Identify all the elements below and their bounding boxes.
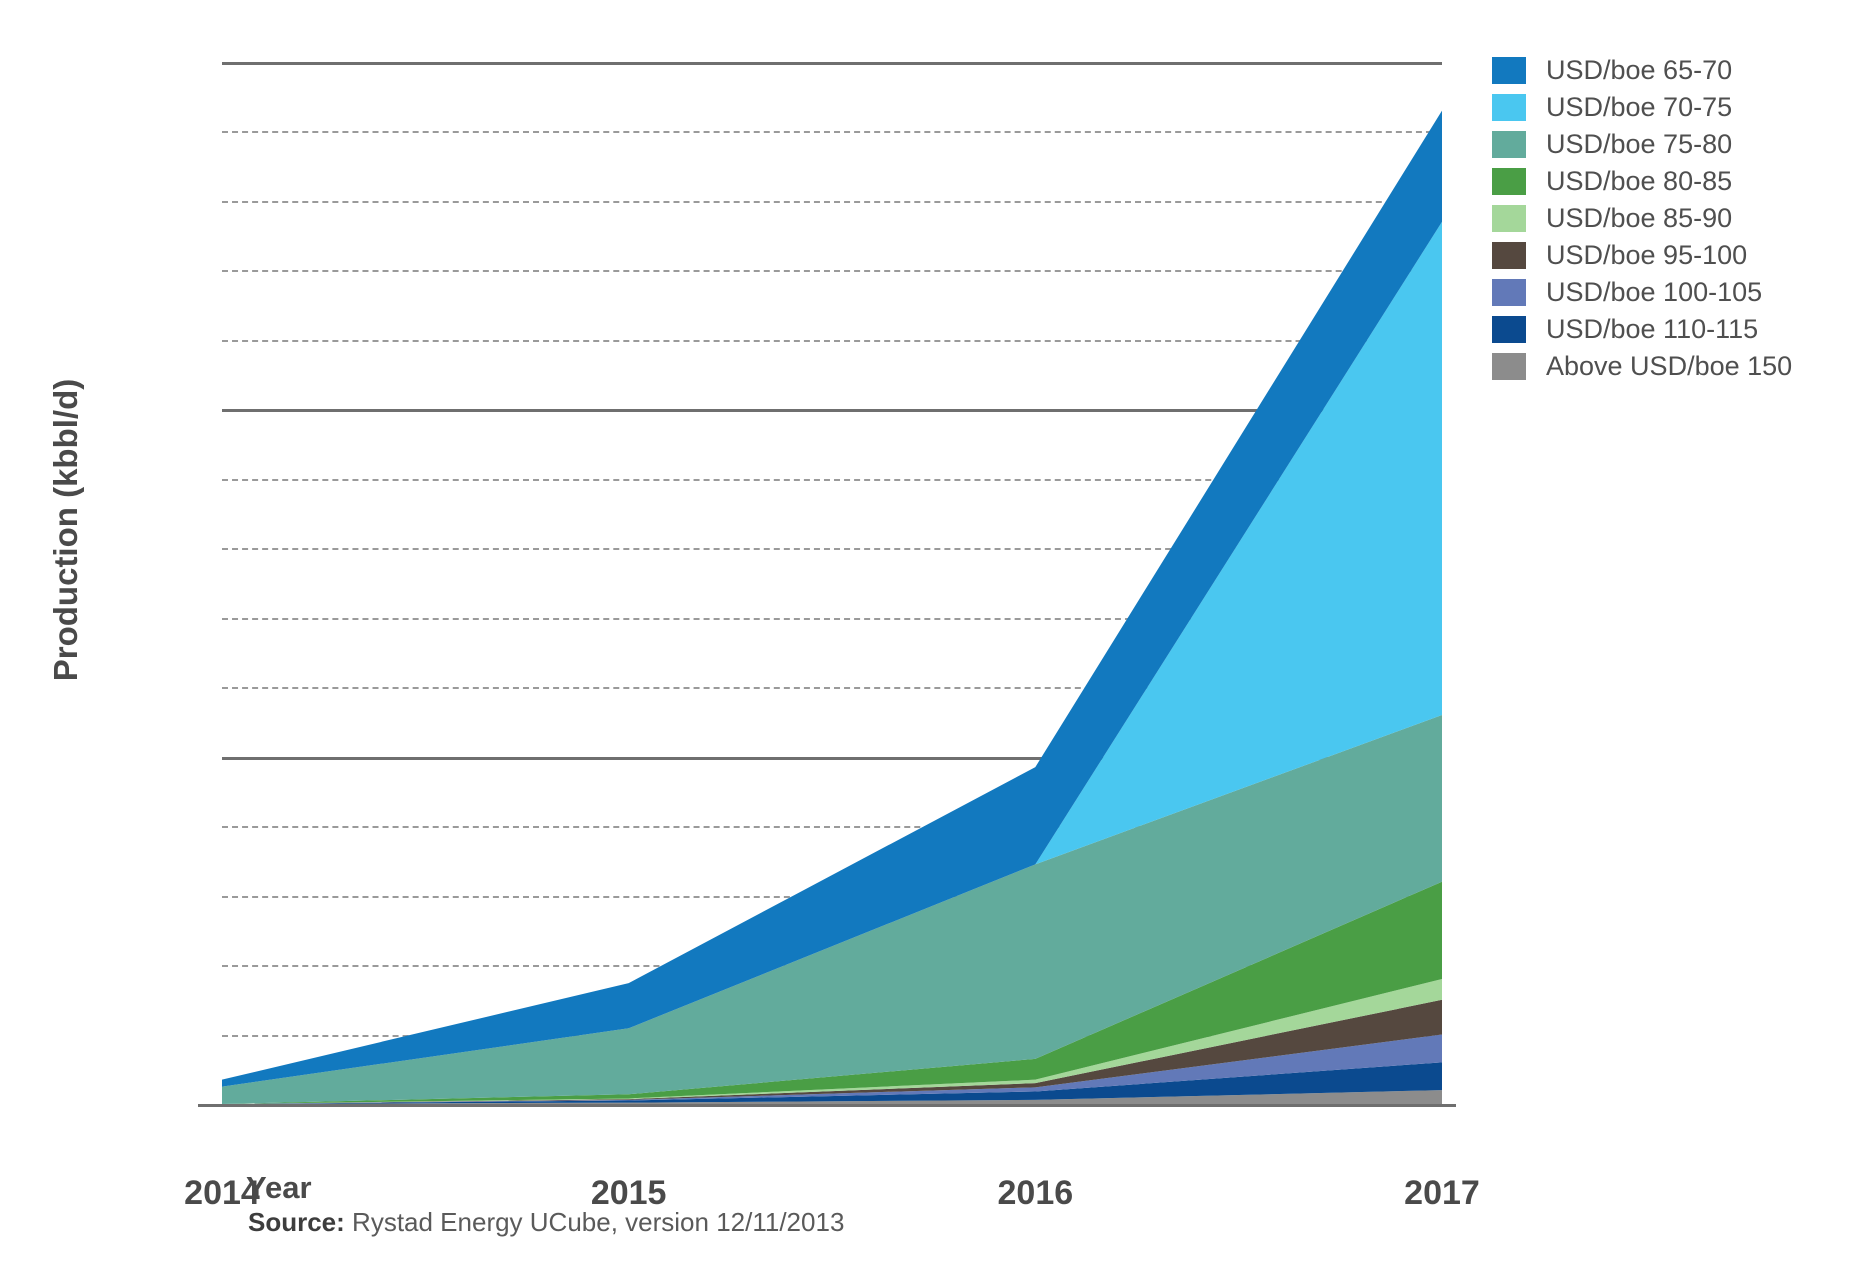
- legend-item-label: USD/boe 100-105: [1546, 277, 1763, 307]
- legend-item[interactable]: USD/boe 95-100: [1492, 237, 1842, 274]
- legend-item[interactable]: USD/boe 75-80: [1492, 126, 1842, 163]
- legend-item[interactable]: USD/boe 100-105: [1492, 274, 1842, 311]
- legend-swatch-icon: [1492, 205, 1526, 232]
- legend-swatch-icon: [1492, 94, 1526, 121]
- y-axis-title: Production (kbbl/d): [36, 300, 96, 760]
- gridline-minor: [222, 339, 1442, 342]
- gridline-minor: [222, 270, 1442, 273]
- stacked-area-plot: [222, 110, 1442, 1104]
- legend-item[interactable]: USD/boe 70-75: [1492, 89, 1842, 126]
- x-tick-label: 2015: [590, 1174, 667, 1212]
- legend-item[interactable]: USD/boe 80-85: [1492, 163, 1842, 200]
- legend-swatch-icon: [1492, 168, 1526, 195]
- area-series: [222, 1090, 1442, 1104]
- legend-item-label: USD/boe 85-90: [1546, 203, 1733, 233]
- gridline-minor: [222, 131, 1442, 134]
- legend-item-label: USD/boe 80-85: [1546, 166, 1733, 196]
- legend-item-label: USD/boe 75-80: [1546, 129, 1733, 159]
- y-axis-title-text: Production (kbbl/d): [47, 378, 84, 682]
- gridline-major: [222, 409, 1442, 413]
- legend-item-label: USD/boe 65-70: [1546, 55, 1733, 85]
- gridline-minor: [222, 478, 1442, 481]
- legend-item-label: Above USD/boe 150: [1546, 351, 1793, 381]
- legend-item-label: USD/boe 95-100: [1546, 240, 1748, 270]
- x-tick-label: 2017: [1404, 1174, 1480, 1212]
- area-series: [222, 1034, 1442, 1104]
- legend-item[interactable]: USD/boe 110-115: [1492, 311, 1842, 348]
- area-series: [222, 1062, 1442, 1104]
- x-tick-label: 2014: [184, 1174, 260, 1212]
- gridline-major: [222, 62, 1442, 65]
- legend-swatch-icon: [1492, 353, 1526, 380]
- legend-item[interactable]: USD/boe 65-70: [1492, 52, 1842, 89]
- legend-swatch-icon: [1492, 316, 1526, 343]
- area-series: [222, 714, 1442, 1104]
- source-text: Rystad Energy UCube, version 12/11/2013: [344, 1207, 845, 1237]
- legend-swatch-icon: [1492, 279, 1526, 306]
- legend-swatch-icon: [1492, 242, 1526, 269]
- gridline-minor: [222, 617, 1442, 620]
- area-series: [222, 881, 1442, 1104]
- x-tick-label: 2016: [997, 1174, 1074, 1212]
- legend-item[interactable]: Above USD/boe 150: [1492, 348, 1842, 385]
- legend-swatch-icon: [1492, 131, 1526, 158]
- gridline-major: [222, 756, 1442, 760]
- x-axis-baseline: [198, 1104, 1456, 1107]
- legend-item[interactable]: USD/boe 85-90: [1492, 200, 1842, 237]
- area-series: [222, 999, 1442, 1104]
- source-note: Source: Rystad Energy UCube, version 12/…: [248, 1207, 844, 1238]
- gridline-minor: [222, 687, 1442, 690]
- legend-item-label: USD/boe 70-75: [1546, 92, 1733, 122]
- x-axis-title: Year: [246, 1170, 312, 1205]
- area-series: [222, 110, 1442, 1087]
- area-series: [222, 978, 1442, 1104]
- legend-item-label: USD/boe 110-115: [1546, 314, 1759, 344]
- gridline-minor: [222, 548, 1442, 551]
- gridline-minor: [222, 826, 1442, 829]
- gridline-minor: [222, 200, 1442, 203]
- chart-legend: USD/boe 65-70 USD/boe 70-75 USD/boe 75-80 U…: [1492, 52, 1842, 385]
- legend-swatch-icon: [1492, 57, 1526, 84]
- source-label: Source:: [248, 1207, 345, 1237]
- area-series: [222, 221, 1442, 1087]
